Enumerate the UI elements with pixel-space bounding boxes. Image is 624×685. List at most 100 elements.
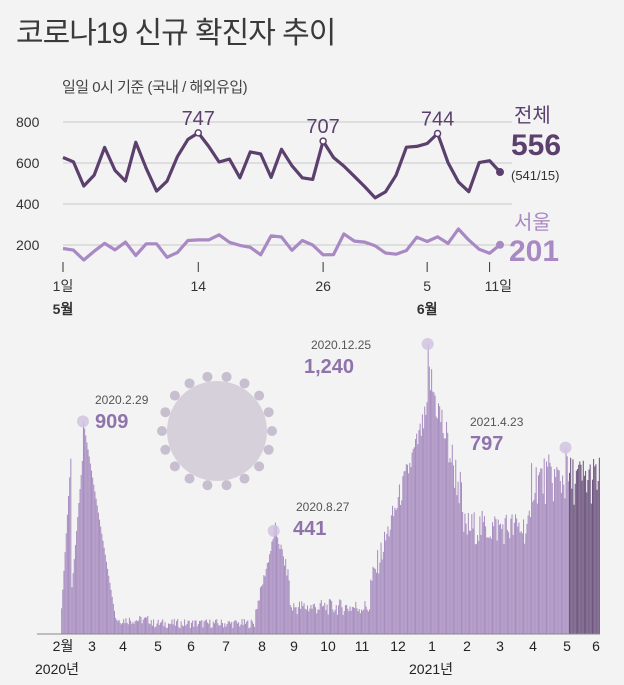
daily-bar [132,622,134,634]
daily-bar [242,624,244,634]
daily-bar [439,406,441,634]
daily-bar [416,433,418,634]
daily-bar [221,623,224,634]
annotation-value: 1,240 [304,356,354,378]
daily-bar [398,484,400,634]
daily-bar [408,473,410,634]
daily-bar [470,530,472,634]
daily-bar [441,409,443,634]
month-axis-label: 1 [428,638,436,654]
daily-bar [171,619,173,634]
daily-bar [565,447,567,634]
daily-bar [79,489,81,634]
daily-bar [478,540,480,634]
virus-spike [254,461,265,472]
daily-bar [385,540,387,634]
annotation-marker [76,415,89,428]
daily-bar [378,573,380,634]
daily-bar [87,449,89,634]
chart-subtitle: 일일 0시 기준 (국내 / 해외유입) [62,79,248,96]
daily-bar [575,470,577,634]
daily-bar [61,608,63,634]
daily-bar [138,620,140,634]
daily-bar [116,619,118,634]
daily-bar [542,493,544,634]
daily-bar [557,469,559,634]
daily-bar [142,619,144,634]
daily-bar [224,623,226,634]
daily-bar [361,609,363,634]
daily-bar [215,619,217,634]
daily-bar [344,605,346,634]
daily-bar [250,619,252,634]
daily-bar [117,621,119,634]
virus-spike [169,390,180,401]
daily-bar [535,467,537,634]
daily-bar [205,619,207,634]
daily-bar [257,600,259,634]
y-tick-label: 400 [16,196,40,212]
daily-bar [562,475,564,634]
daily-bar [300,608,302,634]
daily-bar [179,628,181,634]
daily-bar [256,608,258,634]
daily-bar [316,613,318,634]
daily-bar [420,435,422,634]
daily-bar [274,522,276,634]
daily-bar [346,604,348,634]
month-axis-label: 2 [463,638,471,654]
daily-bar [479,516,481,634]
daily-bar [374,569,376,634]
daily-bar [490,538,492,634]
daily-bar [570,457,572,634]
daily-bar [178,627,180,634]
daily-bar [539,472,541,634]
daily-bar [192,620,194,634]
daily-bar [572,459,574,634]
daily-bar [528,510,530,634]
month-label: 5월 [53,301,74,317]
daily-bar [240,624,242,634]
daily-bar [381,559,383,634]
daily-bar [318,609,320,634]
daily-bar [534,492,536,634]
daily-bar [547,466,549,634]
month-label: 6월 [417,301,438,317]
daily-bar [277,537,279,634]
daily-bar [355,601,357,634]
daily-bar [373,567,375,634]
daily-bar [536,503,538,634]
daily-bar [199,620,201,634]
legend-total-label: 전체 [514,104,551,127]
daily-bar [560,492,562,634]
daily-bar [393,516,395,634]
daily-bar [371,580,373,634]
annotation-marker [559,441,572,454]
daily-bar [239,626,241,634]
daily-bar [433,392,435,634]
daily-bar [527,515,529,634]
y-tick-label: 800 [16,114,40,130]
daily-bar [263,575,265,634]
daily-bar [209,619,211,634]
line-chart-x-labels: 1일 14 26 5 11일 5월 6월 [53,262,512,317]
daily-bar [459,471,461,634]
daily-bar [86,442,88,634]
daily-bar [415,439,417,634]
daily-bar [458,503,460,634]
daily-bar [466,534,468,634]
daily-bar [598,457,600,634]
daily-bar [228,621,230,634]
daily-bar [305,609,307,634]
daily-bar [64,552,66,634]
daily-bar [307,605,309,634]
daily-bar [474,544,476,634]
daily-bar [243,619,245,634]
daily-bar [157,619,159,634]
daily-bar [255,609,257,634]
daily-bar [387,526,389,634]
virus-spike [221,371,232,382]
daily-bar [460,482,462,634]
